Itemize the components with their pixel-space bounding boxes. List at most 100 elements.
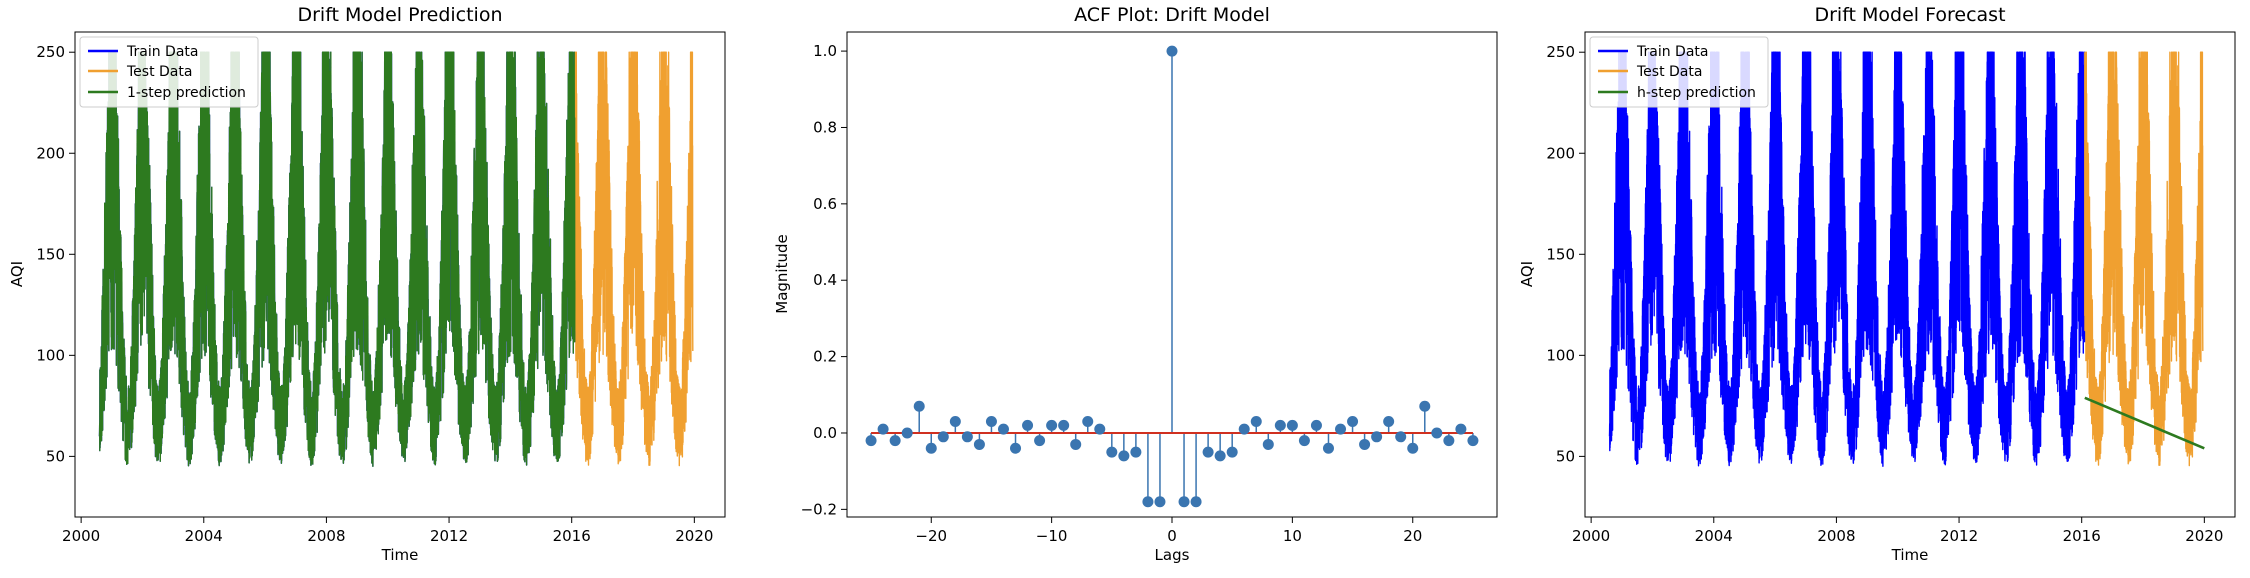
y-tick-label: 250	[1546, 43, 1575, 61]
legend-label-prediction: 1-step prediction	[127, 85, 246, 101]
x-axis: 2000 2004 2008 2012 2016 2020	[62, 517, 713, 545]
x-tick-label: 2016	[2063, 527, 2101, 545]
x-tick-label: 10	[1283, 527, 1302, 545]
plot-area	[865, 45, 1479, 508]
acf-marker	[1130, 446, 1142, 458]
acf-marker	[1070, 438, 1082, 450]
legend-box	[79, 36, 259, 108]
axes-frame	[74, 31, 726, 518]
acf-marker	[1467, 435, 1479, 447]
acf-marker	[949, 416, 961, 428]
chart-title: ACF Plot: Drift Model	[1074, 4, 1270, 26]
acf-marker	[1166, 45, 1178, 57]
acf-marker	[1046, 419, 1058, 431]
x-axis-label: Time	[381, 546, 419, 564]
y-axis-label: AQI	[8, 261, 26, 287]
y-tick-label: 150	[1546, 245, 1575, 263]
acf-marker	[1142, 496, 1154, 508]
acf-marker	[1250, 416, 1262, 428]
plot-area	[1608, 51, 2205, 467]
y-tick-label: 0.4	[813, 271, 837, 289]
acf-marker	[901, 427, 913, 439]
acf-marker	[937, 431, 949, 443]
x-axis: 2000 2004 2008 2012 2016 2020	[1572, 517, 2223, 545]
acf-marker	[1118, 450, 1130, 462]
acf-marker	[1443, 435, 1455, 447]
acf-marker	[1347, 416, 1359, 428]
y-tick-label: 100	[36, 346, 65, 364]
acf-marker	[1274, 419, 1286, 431]
y-axis: 50 100 150 200 250	[1546, 43, 1585, 465]
x-axis-label: Time	[1891, 546, 1929, 564]
legend: Train Data Test Data h-step prediction	[1589, 36, 1769, 108]
y-tick-label: 0.8	[813, 118, 837, 136]
x-tick-label: 2012	[430, 527, 468, 545]
series-line-test-data	[574, 51, 694, 467]
y-tick-label: 50	[1556, 447, 1575, 465]
chart-title: Drift Model Forecast	[1814, 4, 2005, 26]
legend-box	[1589, 36, 1769, 108]
series-line-h-step-prediction	[2084, 396, 2205, 450]
plot-area	[98, 51, 694, 467]
panel-drift-prediction: Drift Model Prediction 2000 2004 2008 2012 2…	[8, 4, 726, 564]
acf-marker	[1082, 416, 1094, 428]
legend-label-test: Test Data	[126, 64, 192, 80]
acf-marker	[865, 435, 877, 447]
acf-marker	[1419, 400, 1431, 412]
acf-marker	[1455, 423, 1467, 435]
y-tick-label: 150	[36, 245, 65, 263]
x-tick-label: 2020	[2185, 527, 2223, 545]
legend-label-train: Train Data	[126, 44, 198, 60]
acf-marker	[1154, 496, 1166, 508]
acf-marker	[961, 431, 973, 443]
x-tick-label: 2000	[1572, 527, 1610, 545]
acf-marker	[925, 442, 937, 454]
acf-marker	[889, 435, 901, 447]
x-tick-label: 2004	[1695, 527, 1733, 545]
x-tick-label: 2008	[1817, 527, 1855, 545]
x-axis: −20 −10 0 10 20	[915, 517, 1422, 545]
acf-marker	[1298, 435, 1310, 447]
acf-marker	[1190, 496, 1202, 508]
acf-marker	[1286, 419, 1298, 431]
y-tick-label: 0.0	[813, 424, 837, 442]
y-tick-label: 250	[36, 43, 65, 61]
x-tick-label: −10	[1036, 527, 1068, 545]
acf-marker	[1178, 496, 1190, 508]
axes-frame	[1584, 31, 2236, 518]
acf-marker	[1010, 442, 1022, 454]
x-tick-label: 2008	[307, 527, 345, 545]
y-axis-label: Magnitude	[773, 234, 791, 313]
acf-marker	[1034, 435, 1046, 447]
acf-marker	[1238, 423, 1250, 435]
x-tick-label: 20	[1403, 527, 1422, 545]
x-tick-label: 2016	[553, 527, 591, 545]
acf-marker	[1395, 431, 1407, 443]
acf-marker	[1431, 427, 1443, 439]
acf-marker	[1202, 446, 1214, 458]
acf-marker	[985, 416, 997, 428]
x-axis-label: Lags	[1155, 546, 1190, 564]
acf-marker	[1383, 416, 1395, 428]
y-axis-label: AQI	[1518, 261, 1536, 287]
series-line-train-data	[1608, 51, 2086, 467]
acf-marker	[1322, 442, 1334, 454]
acf-marker	[1262, 438, 1274, 450]
acf-marker	[1335, 423, 1347, 435]
x-tick-label: −20	[915, 527, 947, 545]
y-tick-label: 50	[46, 447, 65, 465]
x-tick-label: 2012	[1940, 527, 1978, 545]
legend-label-test: Test Data	[1636, 64, 1702, 80]
y-tick-label: 200	[36, 144, 65, 162]
panel-acf: ACF Plot: Drift Model −20 −10 0 10 20 −0.2 0.…	[773, 4, 1498, 564]
y-tick-label: 0.2	[813, 348, 837, 366]
acf-marker	[1371, 431, 1383, 443]
chart-title: Drift Model Prediction	[297, 4, 502, 26]
acf-marker	[1022, 419, 1034, 431]
series-line-test-data	[2084, 51, 2204, 467]
acf-marker	[1310, 419, 1322, 431]
legend-label-prediction: h-step prediction	[1637, 85, 1756, 101]
acf-marker	[1106, 446, 1118, 458]
y-tick-label: −0.2	[801, 500, 837, 518]
